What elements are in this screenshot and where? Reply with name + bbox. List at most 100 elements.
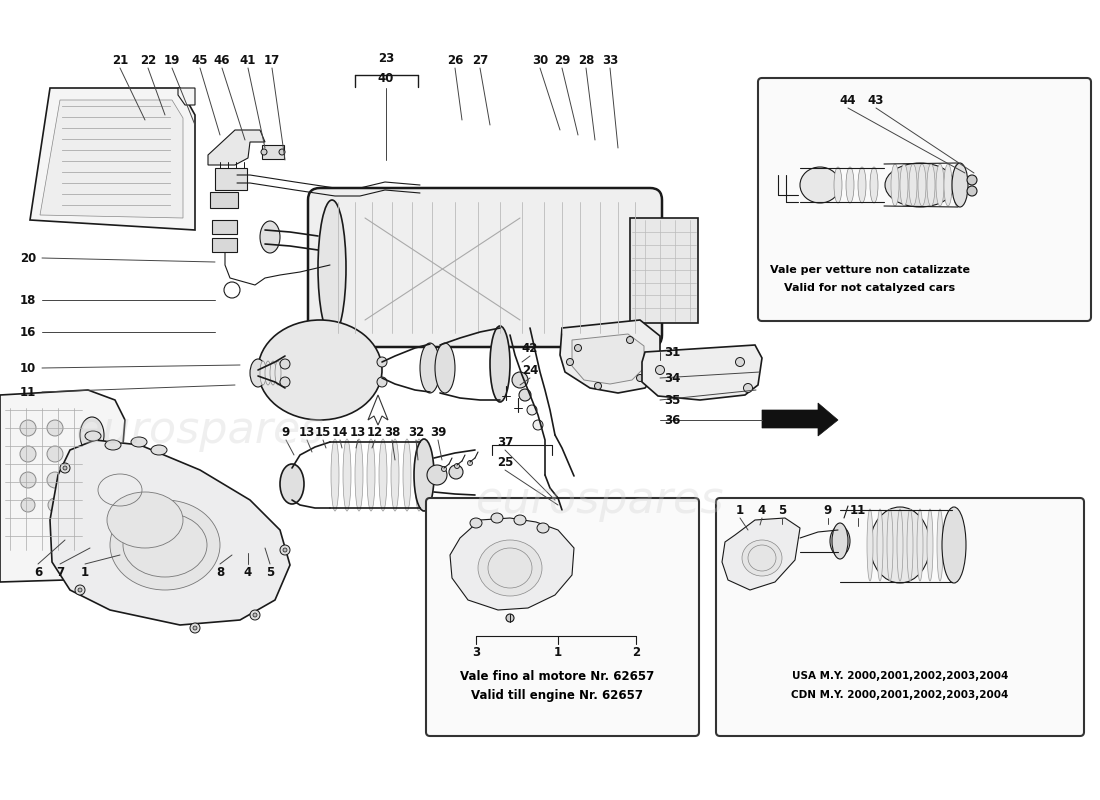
Polygon shape [0,390,125,582]
Text: 45: 45 [191,54,208,66]
Polygon shape [450,518,574,610]
Text: 28: 28 [578,54,594,66]
Ellipse shape [927,164,935,206]
Circle shape [519,389,531,401]
Ellipse shape [131,437,147,447]
FancyBboxPatch shape [716,498,1084,736]
FancyBboxPatch shape [426,498,698,736]
Circle shape [279,149,285,155]
Ellipse shape [420,343,440,393]
Polygon shape [368,395,388,425]
Ellipse shape [110,500,220,590]
Circle shape [47,472,63,488]
Polygon shape [40,100,183,218]
Text: 26: 26 [447,54,463,66]
Circle shape [192,626,197,630]
Circle shape [427,465,447,485]
Ellipse shape [918,164,926,206]
Text: 41: 41 [240,54,256,66]
Circle shape [60,463,70,473]
Text: 18: 18 [20,294,36,306]
Text: eurospares: eurospares [76,409,324,451]
Text: 5: 5 [778,503,786,517]
Ellipse shape [830,526,850,556]
Text: 36: 36 [663,414,680,426]
Ellipse shape [260,221,280,253]
Text: 2: 2 [631,646,640,658]
Text: 23: 23 [378,51,394,65]
Ellipse shape [832,523,848,559]
Text: 24: 24 [521,363,538,377]
Ellipse shape [877,509,883,581]
Circle shape [656,366,664,374]
Polygon shape [642,345,762,400]
Text: 15: 15 [315,426,331,438]
Ellipse shape [886,163,955,207]
Ellipse shape [265,361,271,385]
Circle shape [967,186,977,196]
Bar [212,220,236,234]
Bar [212,238,236,252]
Text: 5: 5 [266,566,274,578]
Text: 16: 16 [20,326,36,338]
Text: 37: 37 [497,435,513,449]
Text: 10: 10 [20,362,36,374]
Text: 38: 38 [384,426,400,438]
Circle shape [63,466,67,470]
Text: 20: 20 [20,251,36,265]
Text: eurospares: eurospares [475,478,724,522]
Circle shape [534,420,543,430]
Text: 1: 1 [736,503,744,517]
Text: 39: 39 [430,426,447,438]
FancyBboxPatch shape [758,78,1091,321]
Ellipse shape [870,507,930,583]
Text: 44: 44 [839,94,856,106]
Circle shape [468,461,473,466]
Text: 1: 1 [554,646,562,658]
Text: 27: 27 [472,54,488,66]
Ellipse shape [909,164,917,206]
Ellipse shape [415,439,424,511]
Circle shape [574,345,582,351]
Text: 9: 9 [282,426,290,438]
Ellipse shape [896,509,903,581]
FancyBboxPatch shape [308,188,662,347]
Circle shape [527,405,537,415]
Text: 43: 43 [868,94,884,106]
Circle shape [190,623,200,633]
Ellipse shape [944,164,952,206]
Ellipse shape [537,523,549,533]
Ellipse shape [270,361,276,385]
Text: 7: 7 [56,566,64,578]
Circle shape [20,420,36,436]
Polygon shape [30,88,195,230]
Text: Vale fino al motore Nr. 62657: Vale fino al motore Nr. 62657 [460,670,654,682]
Ellipse shape [80,477,104,513]
Circle shape [20,446,36,462]
Ellipse shape [942,507,966,583]
Polygon shape [208,130,265,165]
Circle shape [280,377,290,387]
Ellipse shape [258,320,382,420]
Text: 22: 22 [140,54,156,66]
Ellipse shape [834,167,842,203]
Text: Valid till engine Nr. 62657: Valid till engine Nr. 62657 [471,689,644,702]
Text: 25: 25 [497,455,514,469]
Ellipse shape [260,361,266,385]
Ellipse shape [379,439,387,511]
Ellipse shape [470,518,482,528]
Circle shape [454,463,460,469]
Text: 12: 12 [367,426,383,438]
Circle shape [744,383,752,393]
Ellipse shape [491,513,503,523]
Circle shape [449,465,463,479]
Text: CDN M.Y. 2000,2001,2002,2003,2004: CDN M.Y. 2000,2001,2002,2003,2004 [791,690,1009,700]
Circle shape [627,337,634,343]
Polygon shape [178,88,195,105]
Circle shape [280,359,290,369]
Circle shape [736,358,745,366]
Text: 32: 32 [408,426,425,438]
Circle shape [441,466,447,471]
Bar [210,192,238,208]
Bar [630,218,698,323]
